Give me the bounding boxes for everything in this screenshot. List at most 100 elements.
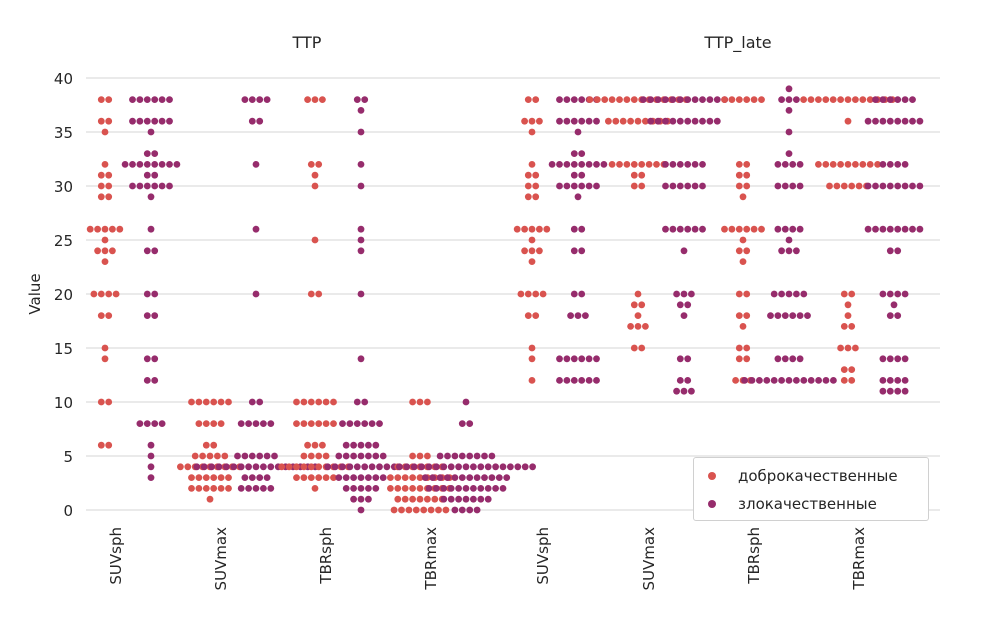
malignant-point: [260, 485, 267, 492]
benign-point: [528, 377, 536, 384]
x-tick-label: TBRsph: [745, 527, 763, 585]
benign-point: [743, 290, 751, 298]
malignant-point: [151, 171, 159, 179]
benign-point: [101, 247, 109, 255]
malignant-point: [357, 441, 365, 449]
malignant-point: [894, 290, 902, 298]
malignant-point: [676, 377, 684, 384]
malignant-point: [507, 463, 514, 471]
malignant-point: [470, 463, 477, 471]
malignant-point: [654, 96, 662, 103]
benign-point: [848, 323, 856, 330]
malignant-point: [872, 225, 879, 233]
benign-point: [619, 117, 627, 125]
malignant-point: [357, 290, 365, 298]
malignant-point: [410, 463, 418, 471]
benign-point: [315, 452, 323, 460]
malignant-point: [774, 355, 782, 363]
benign-point: [101, 128, 109, 136]
malignant-point: [339, 463, 346, 471]
benign-point: [210, 474, 218, 481]
malignant-point: [886, 387, 894, 395]
malignant-point: [339, 420, 346, 427]
malignant-point: [778, 290, 785, 298]
malignant-point: [785, 236, 793, 244]
benign-point: [293, 398, 300, 406]
malignant-point: [429, 474, 437, 481]
benign-point: [829, 96, 837, 103]
benign-point: [807, 96, 815, 103]
benign-point: [217, 420, 225, 427]
malignant-point: [353, 96, 361, 103]
malignant-point: [706, 117, 714, 125]
malignant-point: [136, 161, 144, 168]
benign-point: [521, 225, 528, 233]
malignant-point: [357, 161, 365, 168]
malignant-point: [256, 474, 264, 481]
malignant-point: [789, 182, 797, 190]
malignant-point: [676, 182, 684, 190]
benign-point: [307, 398, 315, 406]
benign-point: [848, 290, 856, 298]
malignant-point: [600, 161, 608, 168]
malignant-point: [143, 247, 151, 255]
x-tick-label: TBRmax: [850, 527, 868, 591]
benign-point: [304, 96, 311, 103]
benign-point: [311, 236, 319, 244]
malignant-point: [324, 463, 332, 471]
malignant-point: [680, 290, 688, 298]
malignant-point: [158, 117, 166, 125]
malignant-point: [376, 463, 383, 471]
malignant-point: [444, 452, 451, 460]
malignant-point: [521, 463, 529, 471]
malignant-point: [470, 495, 477, 503]
benign-point: [210, 420, 218, 427]
benign-point: [300, 452, 308, 460]
benign-point: [638, 344, 646, 352]
malignant-point: [593, 355, 600, 363]
benign-point: [416, 485, 424, 492]
legend-label-malignant: злокачественные: [738, 495, 877, 513]
benign-point: [852, 344, 859, 352]
malignant-point: [143, 377, 151, 384]
malignant-point: [361, 398, 369, 406]
malignant-point: [248, 117, 256, 125]
benign-point: [837, 96, 844, 103]
benign-point: [844, 344, 852, 352]
malignant-point: [151, 312, 159, 319]
benign-point: [202, 420, 210, 427]
malignant-point: [699, 225, 706, 233]
malignant-point: [563, 182, 571, 190]
benign-point: [543, 225, 551, 233]
malignant-point: [556, 117, 563, 125]
benign-point: [409, 452, 416, 460]
benign-point: [528, 344, 536, 352]
benign-point: [202, 485, 210, 492]
legend-item-benign: доброкачественные: [708, 465, 898, 487]
malignant-point: [669, 96, 677, 103]
malignant-point: [357, 474, 365, 481]
malignant-point: [669, 117, 677, 125]
benign-point: [829, 161, 837, 168]
benign-point: [840, 290, 848, 298]
malignant-point: [548, 161, 556, 168]
malignant-point: [372, 452, 380, 460]
malignant-point: [901, 117, 909, 125]
malignant-point: [365, 495, 372, 503]
benign-point: [109, 247, 116, 255]
malignant-point: [481, 474, 488, 481]
benign-point: [517, 290, 525, 298]
malignant-point: [342, 485, 350, 492]
malignant-point: [193, 463, 201, 471]
malignant-point: [466, 474, 474, 481]
benign-point: [293, 463, 300, 471]
benign-point: [634, 290, 642, 298]
benign-point: [330, 398, 337, 406]
benign-point: [409, 398, 416, 406]
malignant-point: [578, 150, 586, 158]
malignant-point: [418, 463, 425, 471]
y-tick-label: 15: [54, 340, 73, 358]
malignant-point: [252, 225, 260, 233]
malignant-point: [894, 355, 902, 363]
malignant-point: [151, 247, 159, 255]
